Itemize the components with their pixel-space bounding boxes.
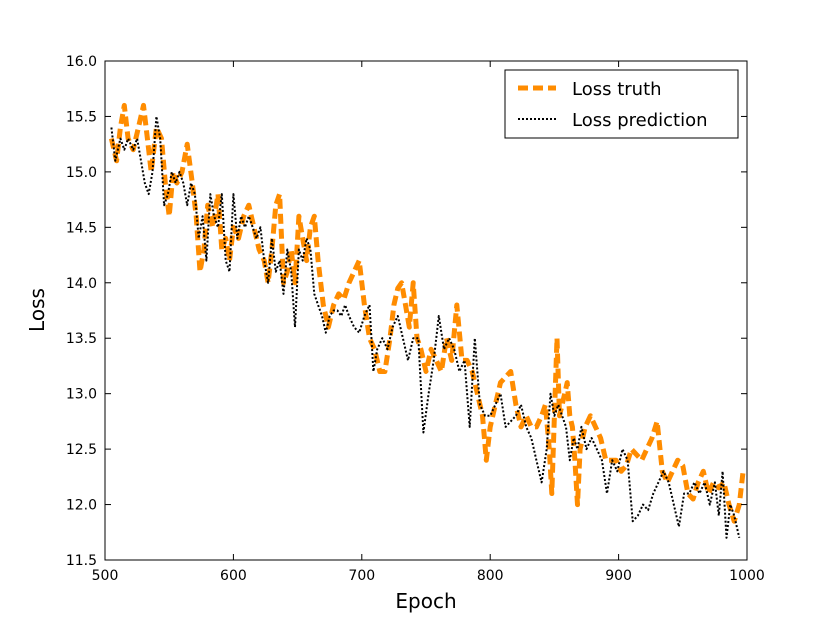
y-axis-label: Loss	[25, 288, 49, 332]
series-line-loss-prediction	[110, 115, 741, 539]
x-tick-label: 700	[348, 568, 375, 584]
legend-box	[504, 69, 739, 139]
x-axis-label: Epoch	[395, 589, 456, 613]
y-tick-label: 14.0	[66, 276, 97, 292]
plot-area	[105, 61, 747, 560]
x-tick-label: 800	[477, 568, 504, 584]
series-layer	[108, 102, 746, 539]
y-tick-label: 15.5	[66, 109, 97, 125]
plot-frame	[104, 60, 748, 561]
y-tick-label: 11.5	[66, 553, 97, 569]
x-tick-label: 600	[220, 568, 247, 584]
series-line-loss-truth	[108, 102, 746, 524]
legend: Loss truth Loss prediction	[504, 69, 739, 139]
y-tick-label: 16.0	[66, 54, 97, 70]
y-tick-label: 15.0	[66, 165, 97, 181]
legend-label-loss-prediction: Loss prediction	[572, 110, 708, 131]
y-tick-label: 12.5	[66, 442, 97, 458]
y-tick-label: 14.5	[66, 220, 97, 236]
y-tick-label: 12.0	[66, 498, 97, 514]
y-tick-label: 13.5	[66, 331, 97, 347]
y-tick-label: 13.0	[66, 387, 97, 403]
legend-label-loss-truth: Loss truth	[572, 79, 662, 100]
ticks-layer: 500 600 700 800 900 1000 11.5 12.0 12.5 13.0 13.5 1…	[66, 54, 765, 584]
x-tick-label: 500	[92, 568, 119, 584]
x-tick-label: 1000	[729, 568, 765, 584]
x-tick-label: 900	[605, 568, 632, 584]
